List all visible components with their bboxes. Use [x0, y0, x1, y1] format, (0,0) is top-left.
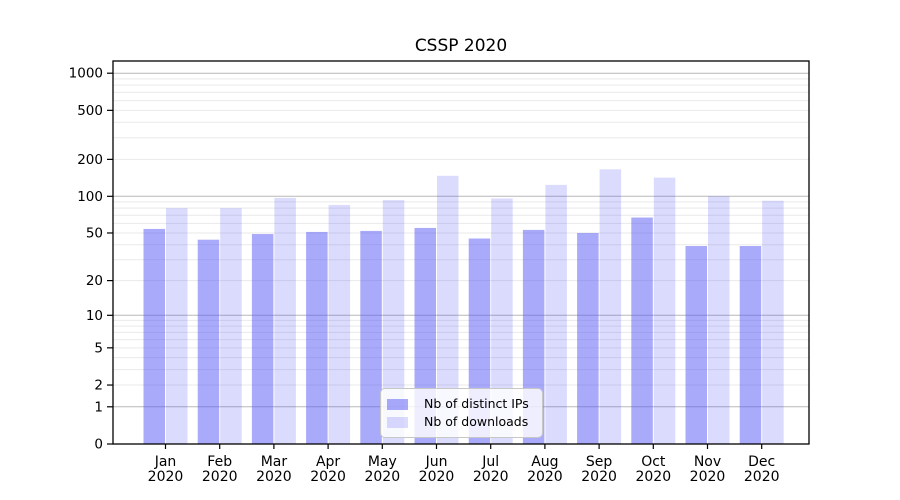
- legend-swatch-downloads: [387, 416, 408, 428]
- svg-text:2020: 2020: [256, 469, 292, 485]
- svg-text:Aug: Aug: [531, 454, 558, 470]
- legend-label-downloads: Nb of downloads: [424, 414, 529, 429]
- svg-text:Jun: Jun: [425, 454, 448, 470]
- bar-downloads-oct: [653, 177, 676, 444]
- svg-text:1000: 1000: [69, 66, 103, 82]
- bar-ips-sep: [577, 232, 599, 444]
- svg-text:2020: 2020: [635, 469, 671, 485]
- bar-downloads-aug: [545, 184, 567, 445]
- svg-text:200: 200: [77, 152, 103, 168]
- bar-downloads-sep: [599, 169, 622, 445]
- legend-item-downloads: Nb of downloads: [387, 414, 534, 430]
- legend: Nb of distinct IPs Nb of downloads: [380, 388, 543, 438]
- svg-text:Jul: Jul: [481, 454, 499, 470]
- bar-downloads-dec: [762, 200, 784, 444]
- svg-text:0: 0: [94, 437, 103, 453]
- svg-text:Feb: Feb: [207, 454, 232, 470]
- svg-text:5: 5: [94, 340, 103, 356]
- bar-ips-may: [360, 230, 382, 444]
- svg-text:Nov: Nov: [694, 454, 721, 470]
- bar-ips-nov: [685, 246, 707, 444]
- svg-text:Dec: Dec: [748, 454, 775, 470]
- svg-text:2020: 2020: [473, 469, 509, 485]
- svg-text:50: 50: [86, 225, 103, 241]
- svg-text:Mar: Mar: [261, 454, 288, 470]
- svg-text:2020: 2020: [364, 469, 400, 485]
- legend-label-distinct-ips: Nb of distinct IPs: [424, 396, 529, 411]
- svg-text:2020: 2020: [310, 469, 346, 485]
- bar-downloads-jan: [166, 208, 188, 444]
- bar-ips-apr: [306, 231, 328, 444]
- grid-minor: [113, 78, 809, 386]
- svg-text:2020: 2020: [148, 469, 184, 485]
- bar-ips-dec: [739, 246, 762, 444]
- bar-downloads-jul: [491, 198, 513, 444]
- svg-text:100: 100: [77, 189, 103, 205]
- svg-text:2020: 2020: [527, 469, 563, 485]
- bar-ips-oct: [631, 217, 653, 444]
- bar-downloads-jun: [437, 175, 459, 444]
- plot-border: [112, 60, 810, 445]
- bar-downloads-nov: [708, 196, 730, 444]
- svg-text:2020: 2020: [744, 469, 780, 485]
- bar-downloads-mar: [274, 197, 296, 444]
- svg-text:May: May: [368, 454, 397, 470]
- svg-text:20: 20: [86, 273, 103, 289]
- chart-title: CSSP 2020: [415, 36, 507, 56]
- svg-text:500: 500: [77, 103, 103, 119]
- bar-downloads-feb: [220, 208, 242, 444]
- legend-swatch-distinct-ips: [387, 398, 408, 410]
- bar-ips-feb: [197, 239, 220, 444]
- y-axis: 0 1 2 5 10 20 50 100 200 500 1000: [69, 66, 113, 453]
- legend-item-distinct-ips: Nb of distinct IPs: [387, 396, 534, 412]
- bar-downloads-apr: [328, 204, 351, 444]
- bar-downloads-may: [382, 200, 405, 444]
- svg-text:Oct: Oct: [641, 454, 666, 470]
- bar-ips-mar: [251, 234, 274, 444]
- svg-text:10: 10: [86, 308, 103, 324]
- svg-text:Jan: Jan: [154, 454, 177, 470]
- x-axis: Jan2020Feb2020Mar2020Apr2020May2020Jun20…: [148, 444, 780, 485]
- svg-text:2020: 2020: [690, 469, 726, 485]
- svg-text:2020: 2020: [581, 469, 617, 485]
- svg-text:2020: 2020: [419, 469, 455, 485]
- svg-text:1: 1: [94, 399, 103, 415]
- bar-ips-jan: [143, 228, 165, 444]
- svg-text:Apr: Apr: [316, 454, 340, 470]
- svg-text:Sep: Sep: [586, 454, 613, 470]
- svg-text:2020: 2020: [202, 469, 238, 485]
- svg-text:2: 2: [94, 378, 103, 394]
